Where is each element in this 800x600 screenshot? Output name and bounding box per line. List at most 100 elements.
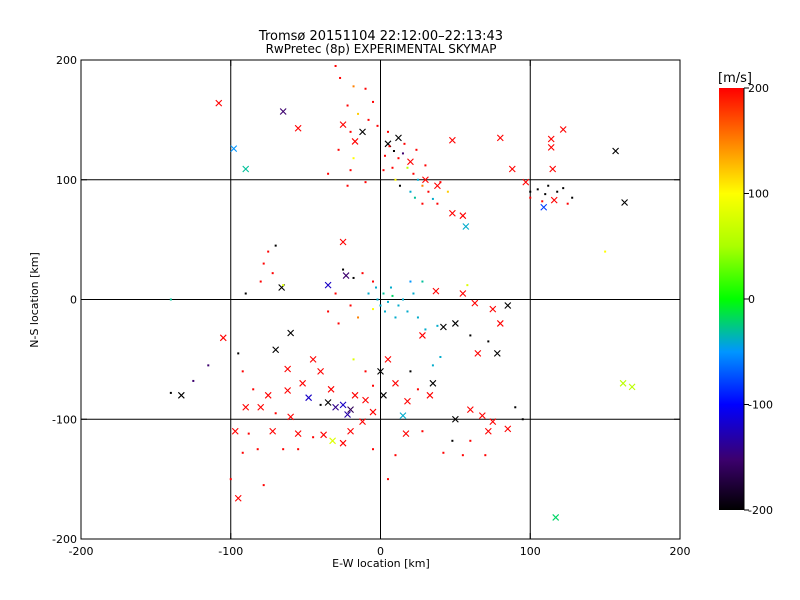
x-tick-label: -100 xyxy=(218,545,243,558)
data-point-cross xyxy=(392,379,399,387)
data-point-cross xyxy=(299,379,307,387)
data-points xyxy=(169,64,636,521)
data-point-dot xyxy=(529,190,532,193)
data-point-dot xyxy=(461,454,464,457)
data-point-dot xyxy=(562,187,565,190)
data-point-cross xyxy=(459,290,467,297)
data-point-cross xyxy=(272,346,280,354)
data-point-dot xyxy=(349,169,352,172)
data-point-cross xyxy=(402,430,410,438)
data-point-dot xyxy=(364,370,367,373)
data-point-dot xyxy=(375,286,378,289)
data-point-cross xyxy=(429,379,437,387)
data-point-cross xyxy=(547,144,555,151)
data-point-cross xyxy=(628,383,636,391)
data-point-dot xyxy=(319,403,322,406)
data-point-cross xyxy=(347,406,354,414)
data-point-dot xyxy=(394,316,397,319)
data-point-cross xyxy=(451,320,459,327)
data-point-cross xyxy=(309,355,317,363)
data-point-cross xyxy=(471,299,479,307)
data-point-cross xyxy=(284,365,292,373)
data-point-cross xyxy=(230,145,238,153)
data-point-cross xyxy=(327,385,335,393)
data-point-dot xyxy=(409,370,412,373)
data-point-cross xyxy=(257,403,265,411)
data-point-cross xyxy=(395,134,402,142)
data-point-cross xyxy=(242,165,250,173)
data-point-cross xyxy=(359,128,366,136)
data-point-dot xyxy=(544,193,547,196)
data-point-dot xyxy=(403,142,406,145)
data-point-cross xyxy=(404,397,411,405)
data-point-cross xyxy=(380,391,387,399)
data-point-dot xyxy=(424,328,427,331)
data-point-cross xyxy=(317,367,324,375)
data-point-dot xyxy=(327,172,330,175)
data-point-dot xyxy=(389,286,392,289)
data-point-cross xyxy=(621,199,628,206)
data-point-cross xyxy=(489,418,497,426)
data-point-cross xyxy=(547,135,555,143)
data-point-dot xyxy=(409,280,412,283)
data-point-cross xyxy=(359,418,366,426)
data-point-cross xyxy=(448,209,456,217)
data-point-cross xyxy=(362,396,369,404)
data-point-dot xyxy=(297,448,300,451)
data-point-dot xyxy=(169,298,172,301)
data-point-dot xyxy=(415,148,418,151)
data-point-dot xyxy=(334,64,337,67)
data-point-dot xyxy=(346,104,349,107)
data-point-dot xyxy=(521,418,524,421)
data-point-cross xyxy=(522,178,530,186)
data-point-dot xyxy=(357,316,360,319)
data-point-dot xyxy=(376,298,379,301)
data-point-dot xyxy=(376,124,379,127)
data-point-dot xyxy=(388,145,391,148)
data-point-cross xyxy=(339,238,347,246)
data-point-dot xyxy=(446,190,449,193)
data-point-cross xyxy=(399,412,407,420)
data-point-dot xyxy=(391,294,394,297)
colorbar-ticks: -200 -100 0 100 200 xyxy=(743,82,773,517)
chart-title: Tromsø 20151104 22:12:00–22:13:43 xyxy=(258,29,503,44)
data-point-dot xyxy=(383,154,386,157)
data-point-dot xyxy=(382,169,385,172)
data-point-cross xyxy=(493,349,501,357)
data-point-dot xyxy=(416,388,419,391)
data-point-dot xyxy=(379,304,382,307)
data-point-dot xyxy=(274,244,277,247)
data-point-dot xyxy=(439,181,442,184)
data-point-cross xyxy=(269,427,277,435)
data-point-dot xyxy=(413,196,416,199)
x-tick-label: 200 xyxy=(670,545,691,558)
data-point-dot xyxy=(349,304,352,307)
data-point-cross xyxy=(432,287,440,295)
data-point-dot xyxy=(442,451,445,454)
data-point-cross xyxy=(347,427,354,435)
chart-subtitle: RwPretec (8p) EXPERIMENTAL SKYMAP xyxy=(266,42,497,56)
colorbar-tick-label: 200 xyxy=(748,82,769,95)
x-axis-label: E-W location [km] xyxy=(332,557,430,570)
data-point-cross xyxy=(305,394,313,402)
data-point-dot xyxy=(469,334,472,337)
data-point-cross xyxy=(284,387,292,394)
data-point-dot xyxy=(421,202,424,205)
data-point-dot xyxy=(274,412,277,415)
data-point-dot xyxy=(416,178,419,181)
axis-tick-labels: -200 -100 0 100 200 -200 -100 0 100 200 xyxy=(52,54,690,558)
data-point-cross xyxy=(559,126,567,133)
data-point-cross xyxy=(351,138,359,145)
data-point-cross xyxy=(426,391,434,399)
data-point-dot xyxy=(386,130,389,133)
data-point-dot xyxy=(487,340,490,343)
data-point-dot xyxy=(241,451,244,454)
data-point-cross xyxy=(448,136,456,144)
data-point-cross xyxy=(329,437,336,445)
colorbar-tick-label: 0 xyxy=(748,293,755,306)
data-point-cross xyxy=(407,158,414,166)
data-point-dot xyxy=(406,310,409,313)
data-point-dot xyxy=(346,184,349,187)
data-point-cross xyxy=(369,408,377,416)
data-point-dot xyxy=(357,112,360,115)
